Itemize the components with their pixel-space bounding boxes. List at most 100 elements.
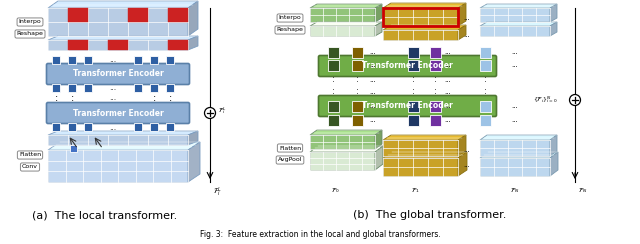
Polygon shape <box>310 130 382 135</box>
Text: :: : <box>356 75 358 84</box>
Text: Fig. 3:  Feature extraction in the local and global transformers.: Fig. 3: Feature extraction in the local … <box>200 230 440 239</box>
Text: $\mathcal{F}_{1}$: $\mathcal{F}_{1}$ <box>411 186 419 195</box>
Text: ...: ... <box>445 77 451 83</box>
FancyBboxPatch shape <box>47 102 189 123</box>
Text: :: : <box>70 93 74 103</box>
Text: $\mathcal{F}_{i}^{L}$: $\mathcal{F}_{i}^{L}$ <box>213 186 222 199</box>
Bar <box>429 60 440 71</box>
Polygon shape <box>480 140 550 156</box>
Text: Transformer Encoder: Transformer Encoder <box>72 109 163 118</box>
Polygon shape <box>188 142 200 182</box>
Polygon shape <box>375 22 382 36</box>
Polygon shape <box>480 135 557 140</box>
Bar <box>150 84 158 92</box>
Circle shape <box>205 108 216 119</box>
Bar <box>351 101 362 112</box>
Polygon shape <box>383 152 467 158</box>
Bar <box>166 56 174 64</box>
Polygon shape <box>458 135 466 156</box>
Polygon shape <box>310 146 383 152</box>
Text: ...: ... <box>370 49 376 55</box>
Bar <box>150 56 158 64</box>
Bar <box>166 84 174 92</box>
Bar <box>166 123 174 131</box>
Polygon shape <box>458 3 466 26</box>
Polygon shape <box>48 36 198 40</box>
Text: $\mathcal{F}_{N}$: $\mathcal{F}_{N}$ <box>578 186 588 195</box>
Text: ...: ... <box>445 89 451 95</box>
Polygon shape <box>480 152 558 158</box>
Text: ...: ... <box>370 62 376 68</box>
Polygon shape <box>550 22 557 36</box>
Polygon shape <box>383 135 466 140</box>
Bar <box>408 60 419 71</box>
Text: ...: ... <box>109 83 116 92</box>
Polygon shape <box>48 40 188 50</box>
Polygon shape <box>550 135 557 156</box>
Text: $\{\mathcal{F}_{i}\}_{i=0}^{N}$: $\{\mathcal{F}_{i}\}_{i=0}^{N}$ <box>532 95 557 105</box>
Polygon shape <box>188 131 198 145</box>
Bar <box>429 101 440 112</box>
Text: ...: ... <box>511 62 518 68</box>
Polygon shape <box>383 8 458 26</box>
Bar <box>134 123 142 131</box>
Text: :: : <box>356 88 358 96</box>
Text: $\mathcal{F}_{i}^{L}$: $\mathcal{F}_{i}^{L}$ <box>218 106 227 116</box>
Bar <box>108 40 128 50</box>
Text: Conv: Conv <box>22 164 38 170</box>
Text: ...: ... <box>109 93 116 102</box>
Text: Transformer Encoder: Transformer Encoder <box>362 61 453 71</box>
Text: Transformer Encoder: Transformer Encoder <box>362 102 453 111</box>
Bar <box>168 40 188 50</box>
Bar <box>408 47 419 58</box>
Polygon shape <box>458 25 466 40</box>
Text: :: : <box>412 88 414 96</box>
FancyBboxPatch shape <box>47 63 189 84</box>
Text: Flatten: Flatten <box>279 145 301 151</box>
Text: ...: ... <box>511 117 518 123</box>
Text: ...: ... <box>109 122 116 132</box>
Bar <box>52 84 60 92</box>
Polygon shape <box>383 25 466 30</box>
Bar <box>52 56 60 64</box>
Bar <box>408 101 419 112</box>
Bar <box>168 8 188 22</box>
Text: :: : <box>484 75 486 84</box>
Bar <box>52 123 60 131</box>
Polygon shape <box>480 158 550 176</box>
Text: ...: ... <box>445 103 451 109</box>
Text: AvgPool: AvgPool <box>278 157 302 163</box>
Text: :: : <box>434 88 436 96</box>
Polygon shape <box>48 142 200 150</box>
Text: Reshape: Reshape <box>17 31 44 37</box>
Text: ...: ... <box>463 15 470 21</box>
Text: Interpo: Interpo <box>278 16 301 20</box>
Bar <box>68 40 88 50</box>
Bar <box>479 114 490 125</box>
Text: (b)  The global transformer.: (b) The global transformer. <box>353 210 507 220</box>
Bar <box>429 114 440 125</box>
Bar <box>479 60 490 71</box>
Text: ...: ... <box>463 162 470 168</box>
Text: $\mathcal{F}_{0}$: $\mathcal{F}_{0}$ <box>331 186 339 195</box>
Bar <box>68 84 76 92</box>
Polygon shape <box>383 140 458 156</box>
Bar <box>68 8 88 22</box>
Text: ...: ... <box>463 147 470 153</box>
Bar <box>84 56 92 64</box>
Text: ...: ... <box>370 89 376 95</box>
Text: $\mathcal{F}_{N}$: $\mathcal{F}_{N}$ <box>510 186 520 195</box>
Text: ...: ... <box>109 55 116 64</box>
Polygon shape <box>310 4 382 8</box>
Polygon shape <box>550 4 557 22</box>
Bar <box>328 47 339 58</box>
Bar <box>70 144 77 152</box>
Polygon shape <box>375 4 382 22</box>
Bar <box>84 84 92 92</box>
Bar <box>429 47 440 58</box>
Polygon shape <box>480 4 557 8</box>
Polygon shape <box>310 26 375 36</box>
Bar <box>328 114 339 125</box>
FancyBboxPatch shape <box>319 95 497 116</box>
Text: :: : <box>152 93 156 103</box>
